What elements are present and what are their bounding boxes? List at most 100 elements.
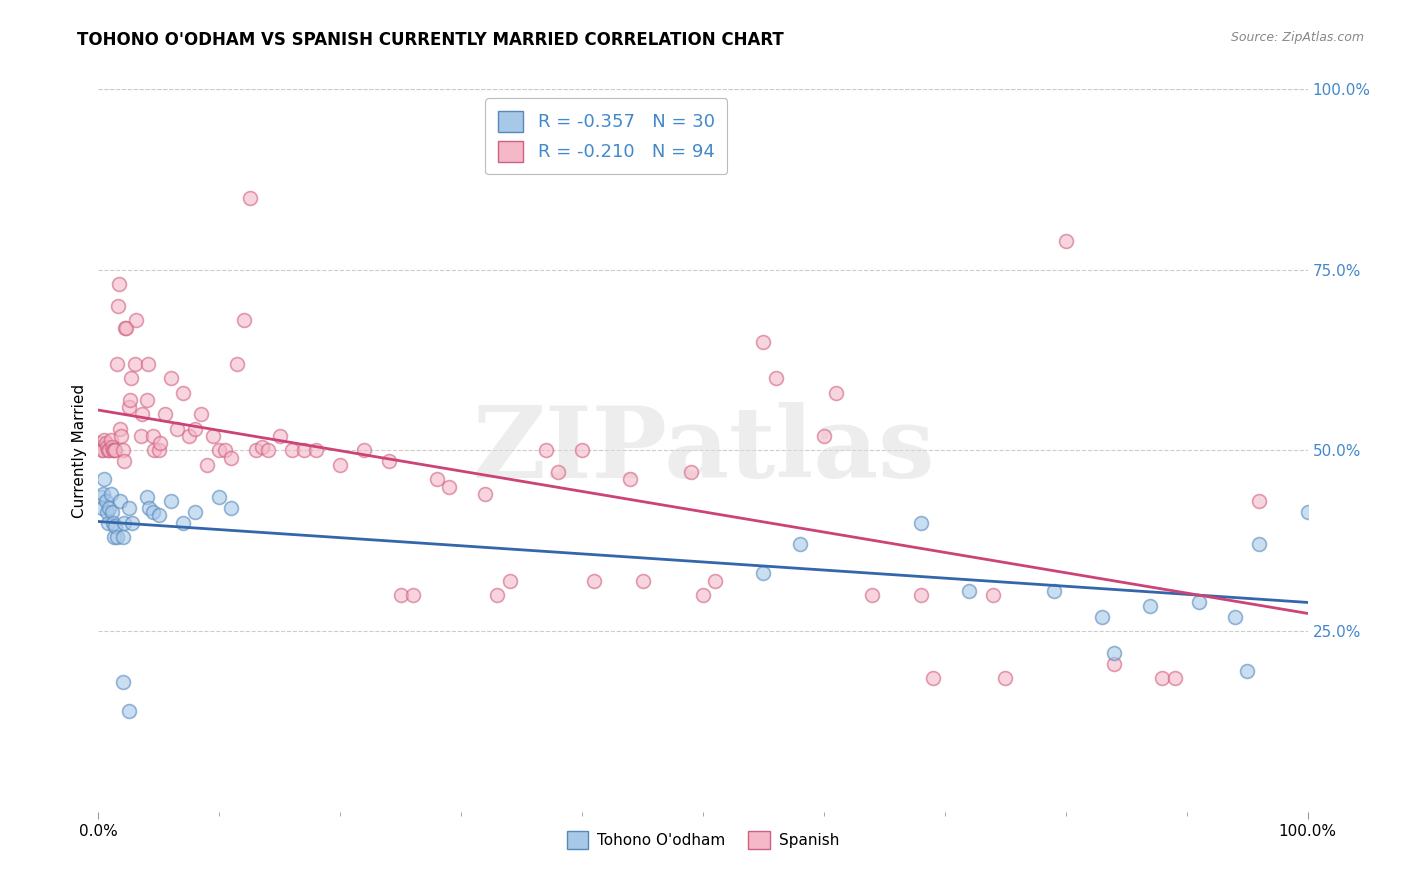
Point bbox=[214, 443, 236, 458]
Point bbox=[100, 440, 122, 454]
Point bbox=[94, 494, 117, 508]
Point bbox=[104, 443, 127, 458]
Point bbox=[160, 371, 183, 385]
Point bbox=[172, 516, 194, 530]
Point bbox=[437, 480, 460, 494]
Point bbox=[107, 299, 129, 313]
Point bbox=[752, 334, 775, 349]
Point bbox=[1139, 599, 1161, 613]
Point bbox=[91, 443, 114, 458]
Point bbox=[101, 516, 124, 530]
Point bbox=[96, 505, 118, 519]
Point bbox=[377, 454, 399, 468]
Point bbox=[389, 588, 412, 602]
Text: TOHONO O'ODHAM VS SPANISH CURRENTLY MARRIED CORRELATION CHART: TOHONO O'ODHAM VS SPANISH CURRENTLY MARR… bbox=[77, 31, 785, 49]
Point bbox=[498, 574, 520, 588]
Point bbox=[110, 429, 132, 443]
Point bbox=[100, 487, 122, 501]
Text: ZIPatlas: ZIPatlas bbox=[472, 402, 934, 499]
Point bbox=[910, 588, 932, 602]
Point bbox=[190, 407, 212, 421]
Y-axis label: Currently Married: Currently Married bbox=[72, 384, 87, 517]
Point bbox=[131, 407, 153, 421]
Point bbox=[91, 487, 114, 501]
Point bbox=[221, 501, 243, 516]
Point bbox=[692, 588, 714, 602]
Point bbox=[94, 436, 117, 450]
Point bbox=[221, 450, 243, 465]
Point bbox=[114, 320, 136, 334]
Point bbox=[994, 671, 1017, 685]
Point bbox=[118, 392, 141, 407]
Point bbox=[142, 505, 165, 519]
Point bbox=[1102, 646, 1125, 660]
Point bbox=[631, 574, 654, 588]
Point bbox=[138, 501, 160, 516]
Point bbox=[104, 519, 127, 533]
Point bbox=[1249, 494, 1271, 508]
Point bbox=[98, 501, 121, 516]
Point bbox=[115, 320, 138, 334]
Point bbox=[619, 472, 641, 486]
Point bbox=[789, 537, 811, 551]
Point bbox=[208, 443, 231, 458]
Point bbox=[93, 472, 115, 486]
Point bbox=[111, 674, 134, 689]
Legend: Tohono O'odham, Spanish: Tohono O'odham, Spanish bbox=[561, 825, 845, 855]
Point bbox=[100, 505, 122, 519]
Point bbox=[89, 436, 111, 450]
Point bbox=[135, 491, 157, 505]
Point bbox=[118, 501, 141, 516]
Point bbox=[90, 440, 112, 454]
Point bbox=[547, 465, 569, 479]
Point bbox=[1223, 609, 1246, 624]
Point bbox=[195, 458, 218, 472]
Point bbox=[1249, 537, 1271, 551]
Point bbox=[111, 443, 134, 458]
Point bbox=[103, 443, 125, 458]
Point bbox=[100, 433, 122, 447]
Point bbox=[112, 454, 135, 468]
Point bbox=[256, 443, 278, 458]
Point bbox=[281, 443, 304, 458]
Point bbox=[148, 508, 170, 523]
Point bbox=[208, 491, 231, 505]
Point bbox=[402, 588, 425, 602]
Point bbox=[1054, 234, 1077, 248]
Point bbox=[704, 574, 727, 588]
Point bbox=[486, 588, 509, 602]
Point bbox=[118, 400, 141, 414]
Point bbox=[957, 584, 980, 599]
Point bbox=[93, 433, 115, 447]
Point bbox=[91, 501, 114, 516]
Point bbox=[124, 357, 146, 371]
Point bbox=[825, 385, 848, 400]
Point bbox=[1042, 584, 1064, 599]
Point bbox=[1102, 657, 1125, 671]
Point bbox=[583, 574, 606, 588]
Text: Source: ZipAtlas.com: Source: ZipAtlas.com bbox=[1230, 31, 1364, 45]
Point bbox=[765, 371, 787, 385]
Point bbox=[148, 443, 170, 458]
Point bbox=[149, 436, 172, 450]
Point bbox=[226, 357, 249, 371]
Point bbox=[90, 491, 112, 505]
Point bbox=[813, 429, 835, 443]
Point bbox=[129, 429, 152, 443]
Point bbox=[353, 443, 375, 458]
Point bbox=[1188, 595, 1211, 609]
Point bbox=[269, 429, 291, 443]
Point bbox=[96, 440, 118, 454]
Point bbox=[108, 494, 131, 508]
Point bbox=[679, 465, 702, 479]
Point bbox=[135, 392, 157, 407]
Point bbox=[426, 472, 449, 486]
Point bbox=[172, 385, 194, 400]
Point bbox=[474, 487, 496, 501]
Point bbox=[910, 516, 932, 530]
Point bbox=[245, 443, 267, 458]
Point bbox=[752, 566, 775, 581]
Point bbox=[860, 588, 883, 602]
Point bbox=[184, 505, 207, 519]
Point bbox=[292, 443, 315, 458]
